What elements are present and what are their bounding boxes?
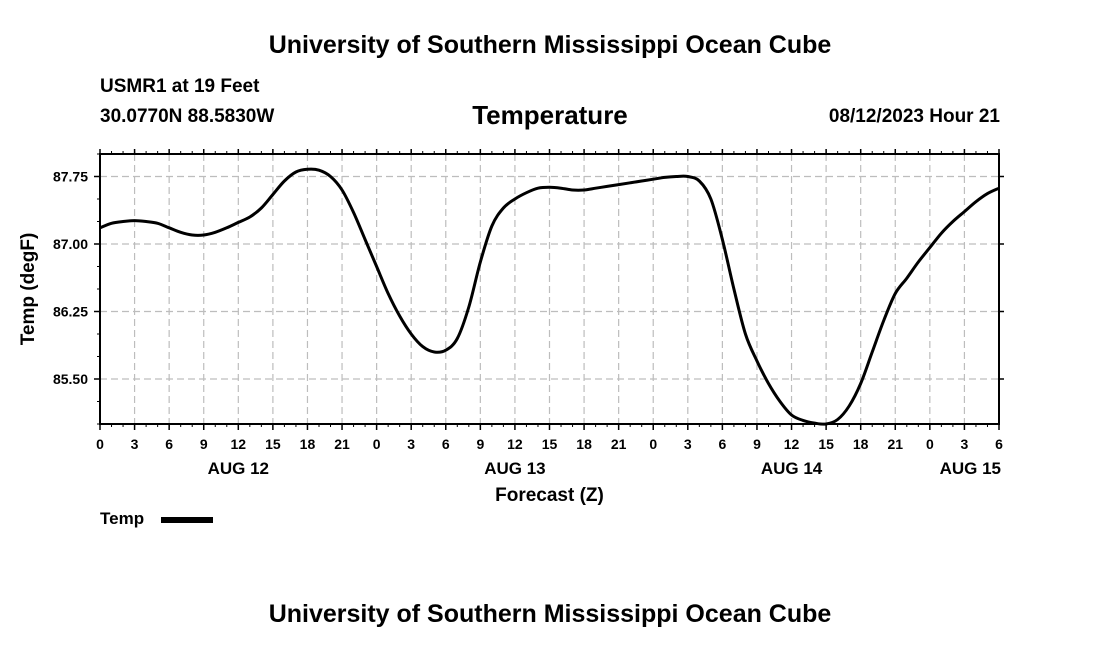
variable-title: Temperature (472, 100, 628, 130)
station-label: USMR1 at 19 Feet (100, 76, 260, 97)
day-label: AUG 13 (484, 459, 545, 478)
day-label: AUG 14 (761, 459, 823, 478)
x-tick-label: 9 (753, 436, 761, 452)
x-tick-label: 12 (507, 436, 523, 452)
y-axis-title: Temp (degF) (18, 233, 39, 346)
legend-line-swatch (161, 517, 213, 523)
series (99, 167, 1000, 426)
x-tick-label: 3 (684, 436, 692, 452)
y-tick-label: 87.00 (53, 236, 88, 252)
x-tick-label: 9 (476, 436, 484, 452)
x-tick-label: 18 (300, 436, 316, 452)
x-tick-label: 3 (961, 436, 969, 452)
x-tick-label: 12 (784, 436, 800, 452)
x-tick-label: 6 (165, 436, 173, 452)
x-tick-label: 6 (442, 436, 450, 452)
x-tick-label: 0 (373, 436, 381, 452)
y-tick-label: 86.25 (53, 304, 88, 320)
axes (94, 149, 1004, 430)
page-title-bottom: University of Southern Mississippi Ocean… (268, 600, 832, 628)
location-label: 30.0770N 88.5830W (100, 106, 275, 127)
x-tick-label: 15 (542, 436, 558, 452)
x-tick-label: 18 (853, 436, 869, 452)
tick-labels: 0 3 6 9 12 15 18 21 0 3 6 9 12 15 18 21 0 3 6 9 12 15 18 21 0 3 6 8… (18, 169, 1003, 507)
y-tick-label: 87.75 (53, 169, 88, 185)
x-tick-label: 21 (334, 436, 350, 452)
day-label: AUG 15 (940, 459, 1001, 478)
x-tick-label: 15 (265, 436, 281, 452)
x-tick-label: 15 (818, 436, 834, 452)
y-tick-label: 85.50 (53, 371, 88, 387)
plot-frame (99, 153, 1000, 425)
x-tick-label: 6 (718, 436, 726, 452)
x-tick-label: 3 (407, 436, 415, 452)
x-tick-label: 0 (649, 436, 657, 452)
x-tick-label: 3 (131, 436, 139, 452)
x-axis-title: Forecast (Z) (495, 485, 604, 506)
x-tick-label: 21 (887, 436, 903, 452)
page-title-top: University of Southern Mississippi Ocean… (268, 31, 832, 59)
x-tick-label: 18 (576, 436, 592, 452)
legend-label: Temp (100, 509, 145, 528)
grid (100, 154, 999, 424)
x-tick-label: 6 (995, 436, 1003, 452)
day-label: AUG 12 (208, 459, 269, 478)
valid-time-label: 08/12/2023 Hour 21 (828, 106, 1000, 127)
x-tick-label: 0 (926, 436, 934, 452)
x-tick-label: 12 (231, 436, 247, 452)
x-tick-label: 9 (200, 436, 208, 452)
x-tick-label: 0 (96, 436, 104, 452)
x-tick-label: 21 (611, 436, 627, 452)
